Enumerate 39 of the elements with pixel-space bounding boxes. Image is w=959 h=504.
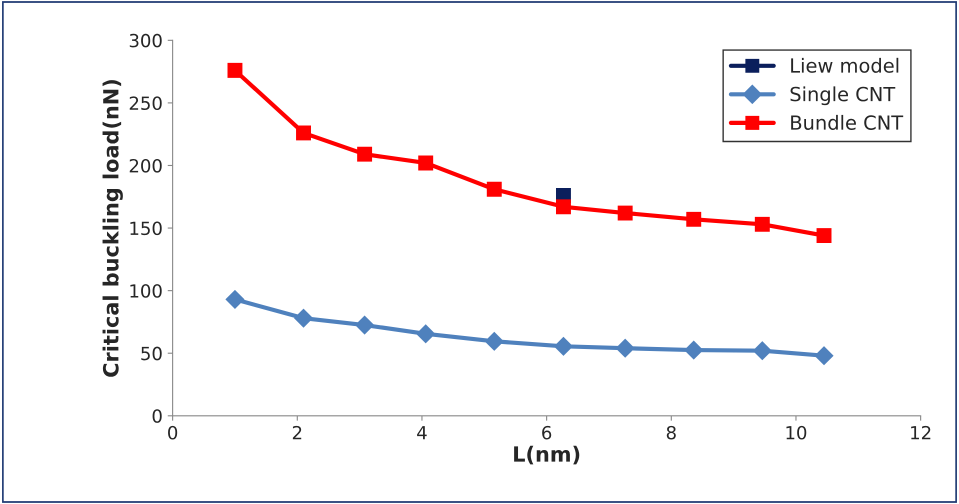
point <box>226 290 244 309</box>
point <box>486 182 502 197</box>
point <box>227 62 242 78</box>
point <box>556 199 571 214</box>
legend-label: Bundle CNT <box>791 114 904 130</box>
x-tick-label: 12 <box>911 426 930 440</box>
point <box>296 125 311 140</box>
x-tick-label: 8 <box>666 426 676 440</box>
y-tick-label: 200 <box>130 158 162 173</box>
y-tick-label: 300 <box>130 34 162 48</box>
y-tick-label: 50 <box>141 346 162 360</box>
point <box>355 316 374 334</box>
legend-label: Single CNT <box>790 86 896 106</box>
point <box>686 212 702 227</box>
x-tick-label: 6 <box>542 426 552 440</box>
y-tick-label: 100 <box>130 284 162 298</box>
x-tick-label: 2 <box>292 426 302 440</box>
point <box>418 156 434 170</box>
y-tick-label: 250 <box>130 96 162 110</box>
legend-label: Liew model <box>791 58 898 73</box>
x-axis-title: L(nm) <box>514 446 580 464</box>
point <box>684 340 704 360</box>
point <box>554 336 573 356</box>
point <box>484 332 504 351</box>
point <box>618 206 633 221</box>
point <box>357 146 372 162</box>
point <box>616 338 635 358</box>
x-tick-label: 4 <box>417 426 427 440</box>
y-tick-label: 150 <box>130 222 162 236</box>
point <box>816 228 832 244</box>
point <box>754 216 770 232</box>
point <box>294 308 313 328</box>
x-tick-label: 0 <box>168 426 178 440</box>
point <box>814 346 834 366</box>
point <box>752 341 772 360</box>
y-axis-title: Critical buckling load(nN) <box>102 80 123 377</box>
y-tick-label: 0 <box>152 409 162 423</box>
point <box>416 324 436 344</box>
x-tick-label: 10 <box>786 426 806 440</box>
